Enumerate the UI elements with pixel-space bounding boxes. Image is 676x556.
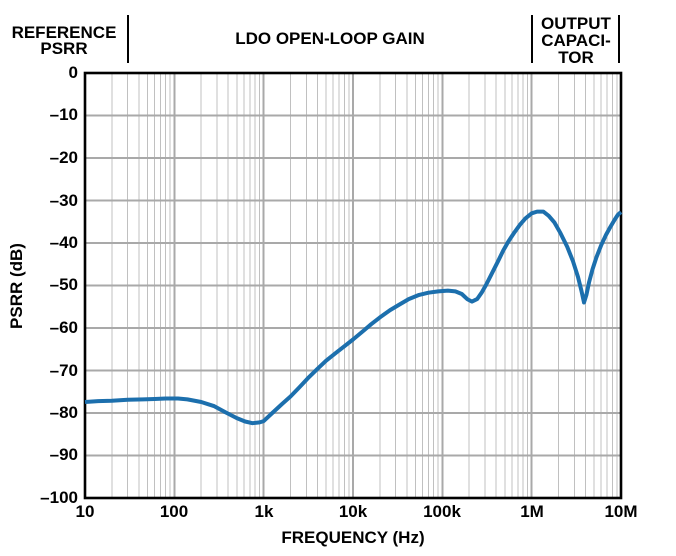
x-tick-label: 10 — [75, 502, 95, 521]
x-tick-label: 1k — [254, 502, 274, 521]
x-axis-title: FREQUENCY (Hz) — [281, 528, 425, 547]
y-tick-label: –90 — [49, 445, 78, 464]
region-divider-middle — [531, 15, 533, 63]
y-tick-label: –30 — [49, 191, 78, 210]
y-tick-label: –100 — [40, 488, 78, 507]
y-tick-label: –80 — [49, 403, 78, 422]
region-divider-right — [618, 15, 620, 63]
x-tick-label: 1M — [520, 502, 544, 521]
y-tick-label: –10 — [49, 105, 78, 124]
x-tick-label: 10k — [338, 502, 368, 521]
plot-frame — [83, 71, 623, 500]
region-label-ldo-open-loop-gain: LDO OPEN-LOOP GAIN — [235, 29, 425, 48]
grid-lines — [85, 73, 621, 498]
psrr-curve — [84, 209, 623, 426]
y-tick-label: 0 — [68, 63, 78, 82]
x-tick-label: 10M — [604, 502, 638, 521]
region-divider-left — [127, 15, 129, 63]
region-label-output-capacitor: OUTPUT CAPACI- TOR — [541, 14, 611, 67]
region-label-reference-psrr: REFERENCE PSRR — [11, 23, 117, 58]
y-axis-title: PSRR (dB) — [7, 243, 26, 329]
y-tick-label: –40 — [49, 233, 78, 252]
y-tick-label: –70 — [49, 361, 78, 380]
y-tick-label: –50 — [49, 275, 78, 294]
x-tick-label: 100k — [423, 502, 461, 521]
y-tick-label: –20 — [49, 148, 78, 167]
y-tick-label: –60 — [49, 318, 78, 337]
x-tick-label: 100 — [159, 502, 189, 521]
